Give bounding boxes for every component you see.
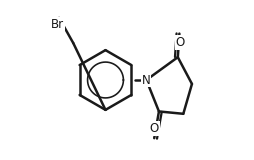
Text: O: O (175, 36, 184, 49)
Text: Br: Br (51, 18, 64, 31)
Text: N: N (141, 73, 150, 87)
Text: O: O (149, 122, 158, 135)
